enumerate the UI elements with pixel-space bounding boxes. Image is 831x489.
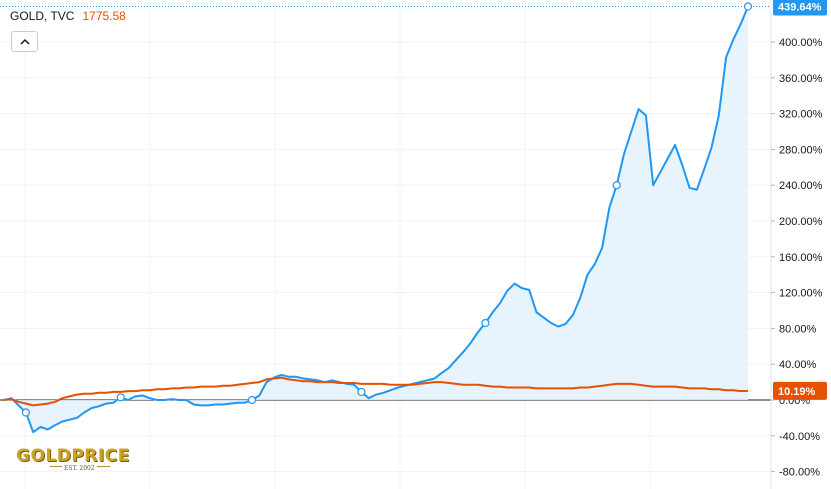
collapse-legend-button[interactable] [11, 31, 38, 52]
y-tick-label: 240.00% [779, 180, 823, 192]
y-tick-label: 360.00% [779, 73, 823, 85]
chevron-up-icon [19, 38, 30, 45]
event-marker[interactable] [743, 2, 753, 11]
y-axis-tick-labels: -80.00%-40.00%0.00%40.00%80.00%120.00%16… [771, 37, 823, 479]
y-tick-label: -80.00% [779, 467, 820, 479]
event-markers [21, 2, 753, 417]
event-marker[interactable] [612, 181, 621, 190]
last-value-badge [773, 0, 827, 16]
event-marker[interactable] [21, 408, 30, 417]
goldprice-logo: GOLDPRICE EST. 2002 [14, 446, 154, 476]
y-tick-label: 120.00% [779, 288, 823, 300]
y-tick-label: 200.00% [779, 216, 823, 228]
event-marker[interactable] [247, 395, 257, 405]
last-value-badge [773, 381, 827, 400]
price-value: 1775.58 [82, 9, 126, 23]
last-value-badge-text: 439.64% [778, 2, 822, 14]
last-value-badges: 439.64% 10.19% [773, 0, 827, 400]
last-value-badge-text: 10.19% [778, 386, 816, 398]
vertical-gridlines [24, 0, 651, 489]
chart-legend-header: GOLD, TVC 1775.58 [10, 9, 126, 23]
y-tick-label: 80.00% [779, 323, 817, 335]
y-tick-label: 160.00% [779, 252, 823, 264]
logo-subtitle: EST. 2002 [62, 465, 97, 472]
y-tick-label: 280.00% [779, 144, 823, 156]
y-tick-label: 40.00% [779, 359, 817, 371]
y-tick-label: -40.00% [779, 431, 820, 443]
series-lines [3, 6, 749, 434]
symbol-label: GOLD, TVC [10, 9, 75, 23]
series-line-2 [3, 376, 749, 407]
event-marker[interactable] [116, 393, 125, 402]
series-area-fill [4, 6, 748, 433]
event-marker[interactable] [481, 318, 490, 328]
event-marker[interactable] [357, 387, 366, 397]
logo-main-text: GOLDPRICE [16, 446, 130, 466]
y-tick-label: 400.00% [779, 37, 823, 49]
series-line-1 [3, 6, 749, 434]
y-tick-label: 320.00% [779, 109, 823, 121]
